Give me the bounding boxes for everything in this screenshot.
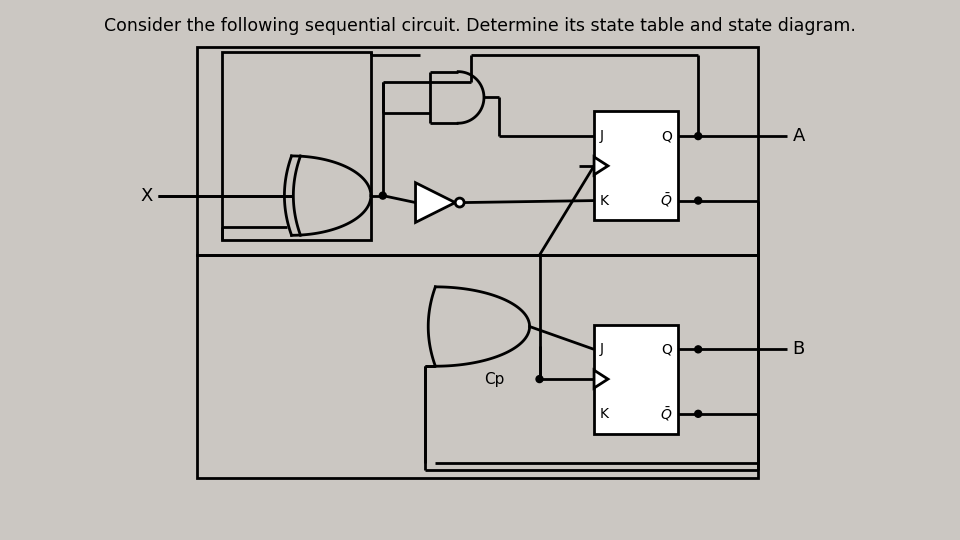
Text: K: K xyxy=(600,407,609,421)
Polygon shape xyxy=(416,183,455,222)
Bar xyxy=(594,325,679,434)
Text: Q: Q xyxy=(661,342,672,356)
Polygon shape xyxy=(594,370,608,388)
Text: A: A xyxy=(792,127,804,145)
Text: Cp: Cp xyxy=(485,372,505,387)
Circle shape xyxy=(455,198,464,207)
Text: K: K xyxy=(600,193,609,207)
Bar xyxy=(594,111,679,220)
Text: Consider the following sequential circuit. Determine its state table and state d: Consider the following sequential circui… xyxy=(104,17,856,35)
Text: J: J xyxy=(600,342,604,356)
Bar xyxy=(198,47,757,255)
Circle shape xyxy=(695,197,702,204)
Circle shape xyxy=(695,133,702,139)
Circle shape xyxy=(695,410,702,417)
Text: J: J xyxy=(600,129,604,143)
Text: B: B xyxy=(792,340,804,359)
Text: X: X xyxy=(140,187,153,205)
Text: Q: Q xyxy=(661,129,672,143)
Bar xyxy=(198,255,757,478)
Bar xyxy=(222,52,371,240)
Circle shape xyxy=(536,376,543,382)
Polygon shape xyxy=(594,157,608,175)
Circle shape xyxy=(695,346,702,353)
Circle shape xyxy=(379,192,386,199)
Text: $\bar{Q}$: $\bar{Q}$ xyxy=(660,192,672,210)
Text: $\bar{Q}$: $\bar{Q}$ xyxy=(660,405,672,423)
